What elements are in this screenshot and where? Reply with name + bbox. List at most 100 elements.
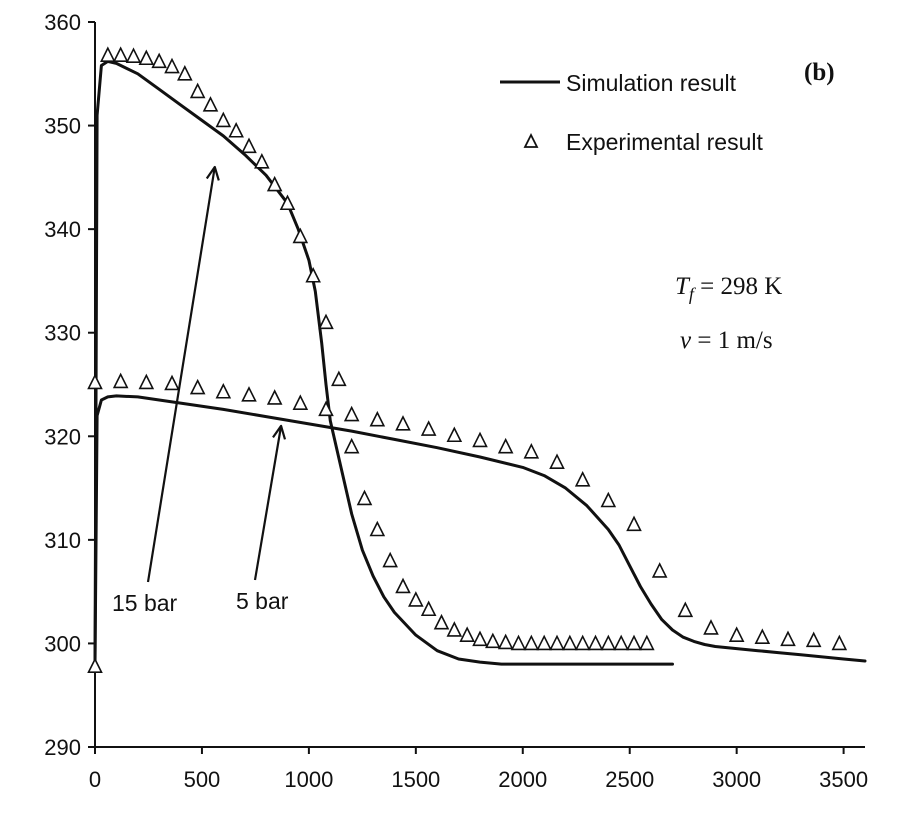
experimental-point [215,111,232,128]
y-tick-label: 290 [44,735,81,760]
experimental-point [587,634,604,651]
y-tick-label: 350 [44,114,81,139]
legend-simulation-label: Simulation result [566,70,737,96]
y-tick-label: 310 [44,528,81,553]
experimental-point [382,551,398,568]
experimental-point [266,389,283,405]
experimental-point [369,410,386,427]
experimental-point [536,634,552,651]
tf-symbol: T [675,273,691,300]
annotation-arrowhead [205,165,220,181]
experimental-point [433,613,450,630]
tf-subscript: f [689,284,697,304]
annotation-5-bar: 5 bar [236,588,289,614]
experimental-point [780,630,796,647]
x-tick-label: 1000 [284,767,333,792]
experimental-point [343,405,360,422]
experimental-point [600,634,617,651]
x-tick-label: 1500 [391,767,440,792]
v-symbol: v [680,327,692,354]
experimental-point [459,626,475,642]
experimental-point [677,601,694,618]
experimental-point [446,621,463,637]
experimental-point [754,628,771,645]
simulation-line-15-bar [93,59,674,666]
conditions: Tf = 298 K v = 1 m/s [675,273,782,354]
experimental-point [446,426,463,443]
x-tick-label: 2500 [605,767,654,792]
y-tick-label: 360 [44,10,81,35]
experimental-point [485,632,501,649]
experimental-point [151,52,167,69]
experimental-point [420,420,437,436]
experimental-point [254,153,270,169]
experimental-point [472,431,488,448]
experimental-point [202,96,219,112]
legend-triangle-swatch [523,132,539,148]
velocity-label: v = 1 m/s [680,327,773,354]
experimental-point [241,386,257,402]
x-ticks: 0 500 1000 1500 2000 2500 3000 3500 [89,747,868,792]
annotation-arrow [146,166,216,583]
y-tick-label: 340 [44,217,81,242]
experimental-point [703,619,719,635]
experimental-point [523,634,540,651]
experimental-point [805,631,822,648]
experimental-point [164,374,180,391]
experimental-point [497,633,514,650]
experimental-point [177,64,193,81]
experimental-point [562,634,578,651]
annotation-15-bar: 15 bar [112,590,178,616]
experimental-point [831,634,848,651]
legend-experimental-label: Experimental result [566,129,763,155]
panel-label: (b) [804,59,835,86]
experimental-point [87,373,103,390]
experimental-point [728,626,745,642]
experimental-point [574,470,591,487]
experimental-point [420,600,437,617]
experimental-point [613,634,629,651]
experimental-point [112,372,129,389]
x-tick-label: 3500 [819,767,868,792]
experimental-point [510,634,527,651]
x-tick-label: 3000 [712,767,761,792]
y-tick-label: 300 [44,631,81,656]
experimental-point [395,415,411,431]
experimental-point [241,137,257,154]
experimental-point [189,82,206,99]
experimental-point [369,520,386,537]
experimental-point [356,489,373,506]
experimental-point [574,634,591,651]
y-tick-label: 330 [44,321,81,346]
experimental-point [318,313,334,330]
experimental-point [626,634,642,651]
experimental-point [266,175,283,192]
experimental-point [100,46,116,62]
legend: Simulation result Experimental result [500,70,763,155]
y-ticks: 290 300 310 320 330 340 350 360 [44,10,95,760]
experimental-point [292,227,309,244]
experimental-point [318,400,334,417]
annotation-arrowhead [272,424,287,440]
experimental-point [87,657,103,674]
experimental-point [164,57,180,74]
annotation-arrow [253,425,283,581]
simulation-line-5-bar [93,394,867,666]
x-tick-label: 0 [89,767,101,792]
experimental-point [125,47,142,63]
experimental-point [497,437,514,454]
experimental-point [138,373,155,390]
annotation-layer: 15 bar 5 bar [112,165,289,616]
experimental-point [549,634,565,651]
feed-temperature-label: Tf = 298 K [675,273,782,304]
x-tick-label: 2000 [498,767,547,792]
experimental-point [651,562,668,578]
experimental-point [189,378,206,395]
experimental-point [305,266,321,283]
experimental-point [292,394,309,410]
y-tick-label: 320 [44,424,81,449]
experimental-point [472,630,488,647]
experimental-point [228,121,244,138]
experimental-point [549,453,565,469]
